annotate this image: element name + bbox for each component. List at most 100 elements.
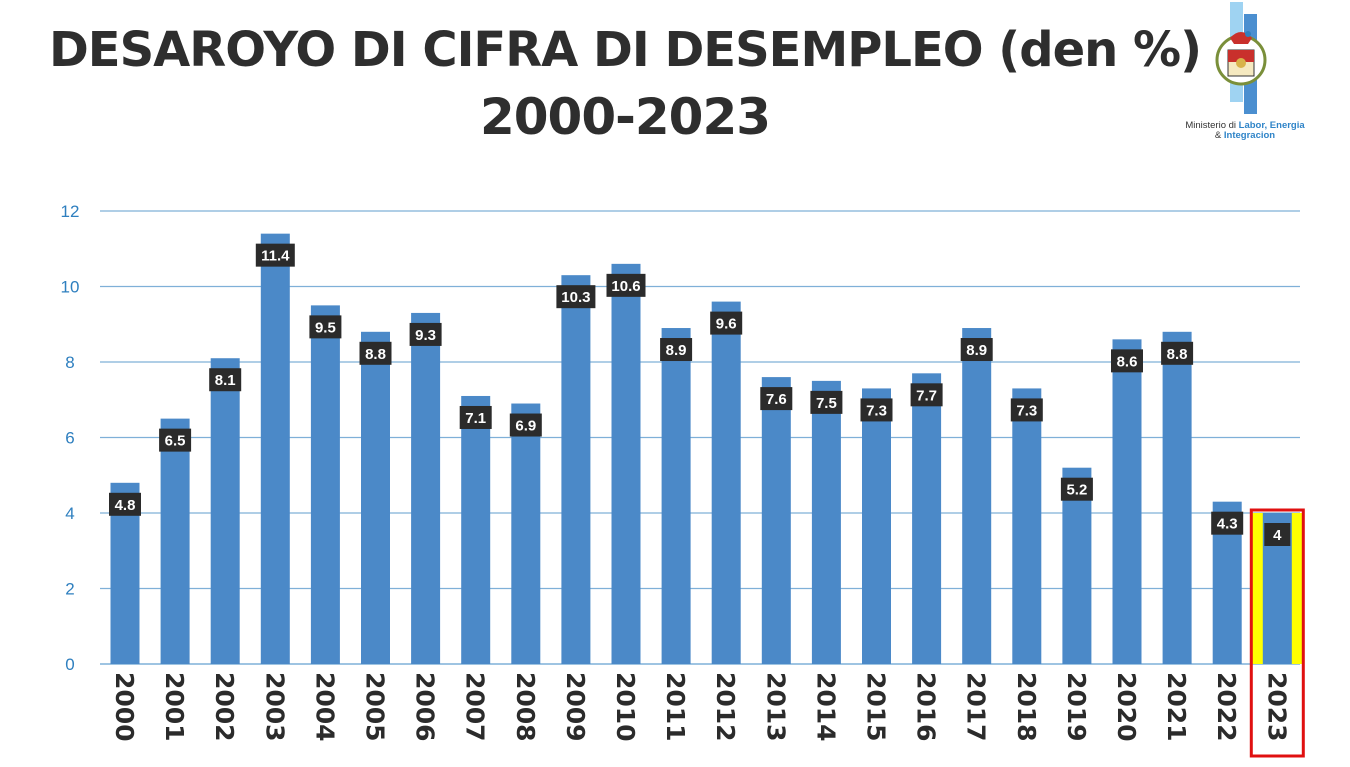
bar-2021: [1162, 331, 1192, 664]
bar-2007: [461, 395, 491, 664]
y-tick-label: 8: [65, 353, 74, 372]
x-tick-label: 2000: [110, 672, 139, 742]
x-tick-label: 2009: [561, 672, 590, 742]
value-label: 9.6: [716, 316, 737, 333]
bar-2002: [210, 358, 240, 664]
x-tick-label: 2005: [361, 672, 390, 742]
highlight-border: [1249, 508, 1305, 758]
value-label: 4.3: [1217, 516, 1238, 533]
x-tick-label: 2021: [1162, 672, 1191, 742]
value-label-box: [409, 322, 442, 346]
y-tick-label: 4: [65, 504, 74, 523]
x-tick-label: 2011: [661, 672, 690, 742]
bar-2006: [411, 312, 441, 664]
value-label-box: [660, 338, 693, 362]
value-label-box: [1060, 477, 1093, 501]
value-label: 10.3: [561, 289, 590, 306]
value-label-box: [209, 368, 242, 392]
value-label-box: [960, 338, 993, 362]
value-label: 7.3: [1016, 402, 1037, 419]
bar-2020: [1112, 339, 1142, 664]
value-label: 7.6: [766, 391, 787, 408]
value-label: 5.2: [1066, 482, 1087, 499]
bar-2010: [611, 263, 641, 664]
value-label: 6.9: [515, 418, 536, 435]
value-label: 8.6: [1117, 353, 1138, 370]
x-tick-label: 2015: [862, 672, 891, 742]
y-tick-label: 12: [61, 202, 80, 221]
value-label-box: [509, 413, 542, 437]
x-tick-label: 2020: [1112, 672, 1141, 742]
x-tick-label: 2003: [260, 672, 289, 742]
value-label-box: [1264, 523, 1291, 546]
y-tick-label: 6: [65, 429, 74, 448]
value-label: 7.1: [465, 410, 486, 427]
value-label: 7.5: [816, 395, 837, 412]
value-label: 9.3: [415, 327, 436, 344]
x-tick-label: 2013: [761, 672, 790, 742]
value-label: 6.5: [165, 433, 186, 450]
value-label: 7.3: [866, 402, 887, 419]
x-tick-label: 2001: [160, 672, 189, 742]
x-tick-label: 2002: [210, 672, 239, 742]
bar-2001: [160, 418, 190, 664]
bar-2004: [310, 305, 340, 664]
bar-2009: [561, 275, 591, 664]
value-label: 8.8: [365, 346, 386, 363]
value-label: 8.9: [666, 342, 687, 359]
value-label-box: [1161, 341, 1194, 365]
x-tick-label: 2017: [962, 672, 991, 742]
value-label-box: [459, 405, 492, 429]
value-label-box: [109, 492, 141, 516]
value-label-box: [606, 273, 646, 297]
bar-2008: [511, 403, 541, 664]
value-label-box: [556, 285, 596, 309]
bar-2014: [811, 380, 841, 664]
value-label: 8.9: [966, 342, 987, 359]
x-tick-label: 2008: [511, 672, 540, 742]
bar-2013: [761, 377, 791, 664]
x-tick-label: 2014: [811, 672, 840, 742]
value-label-box: [1211, 511, 1244, 535]
value-label-box: [309, 315, 342, 339]
value-label: 4: [1273, 527, 1282, 544]
value-label-box: [860, 398, 893, 422]
x-tick-label: 2007: [461, 672, 490, 742]
x-tick-label: 2004: [310, 672, 339, 742]
value-label: 10.6: [611, 278, 640, 295]
y-tick-label: 10: [61, 278, 80, 297]
chart-title: DESAROYO DI CIFRA DI DESEMPLEO (den %): [48, 22, 1202, 78]
x-tick-label: 2022: [1212, 672, 1241, 742]
x-tick-label: 2019: [1062, 672, 1091, 742]
value-label: 9.5: [315, 319, 336, 336]
value-label-box: [760, 387, 793, 411]
y-tick-label: 2: [65, 580, 74, 599]
value-label-box: [710, 311, 743, 335]
bar-2017: [962, 328, 992, 664]
value-label-box: [1010, 398, 1043, 422]
value-label: 11.4: [261, 248, 290, 265]
x-tick-label: 2006: [411, 672, 440, 742]
bar-2005: [361, 331, 390, 664]
ministry-logo: [1215, 2, 1267, 114]
x-tick-label: 2016: [912, 672, 941, 742]
bar-2012: [711, 301, 741, 664]
x-tick-label: 2012: [711, 672, 740, 742]
value-label-box: [1111, 349, 1143, 373]
bar-2018: [1012, 388, 1042, 664]
x-tick-label: 2018: [1012, 672, 1041, 742]
chart-subtitle: 2000-2023: [479, 88, 771, 146]
value-label-box: [810, 390, 843, 414]
y-tick-label: 0: [65, 655, 74, 674]
value-label: 4.8: [115, 497, 136, 514]
value-label-box: [255, 243, 295, 267]
value-label-box: [359, 341, 392, 365]
value-label-box: [159, 428, 192, 452]
ministry-name: Ministerio di Labor, Energia & Integraci…: [1185, 120, 1305, 141]
value-label: 7.7: [916, 387, 937, 404]
value-label: 8.1: [215, 372, 236, 389]
bar-2015: [862, 388, 891, 664]
x-tick-label: 2010: [611, 672, 640, 742]
bar-2003: [260, 233, 290, 664]
